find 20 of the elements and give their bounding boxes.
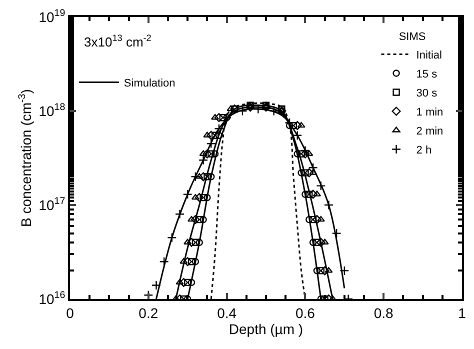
x-tick-label: 0 [66, 304, 74, 321]
legend-label: 1 min [416, 106, 444, 119]
legend-label: Simulation [124, 78, 176, 90]
y-tick-label: 10$^{16}$ [38, 290, 66, 307]
x-tick-label: 0.8 [374, 304, 394, 321]
y-tick-label: 10$^{18}$ [38, 102, 66, 119]
legend-label: Initial [416, 50, 442, 62]
x-tick-label: 1 [458, 304, 466, 321]
x-axis-title: Depth (µm ) [228, 320, 304, 337]
annotation: 3x10$^{13}$ cm$^{-2}$ [84, 33, 152, 50]
legend-label: 30 s [416, 88, 438, 100]
y-tick-label: 10$^{17}$ [38, 196, 66, 213]
legend-label: 15 s [416, 68, 438, 81]
y-tick-label: 10$^{19}$ [38, 8, 66, 25]
legend-label: 2 min [416, 126, 444, 138]
x-tick-label: 0.4 [217, 304, 237, 321]
x-tick-label: 0.2 [138, 304, 158, 321]
legend-title: SIMS [398, 30, 426, 43]
x-tick-label: 0.6 [295, 304, 316, 321]
legend-label: 2 h [416, 144, 432, 157]
